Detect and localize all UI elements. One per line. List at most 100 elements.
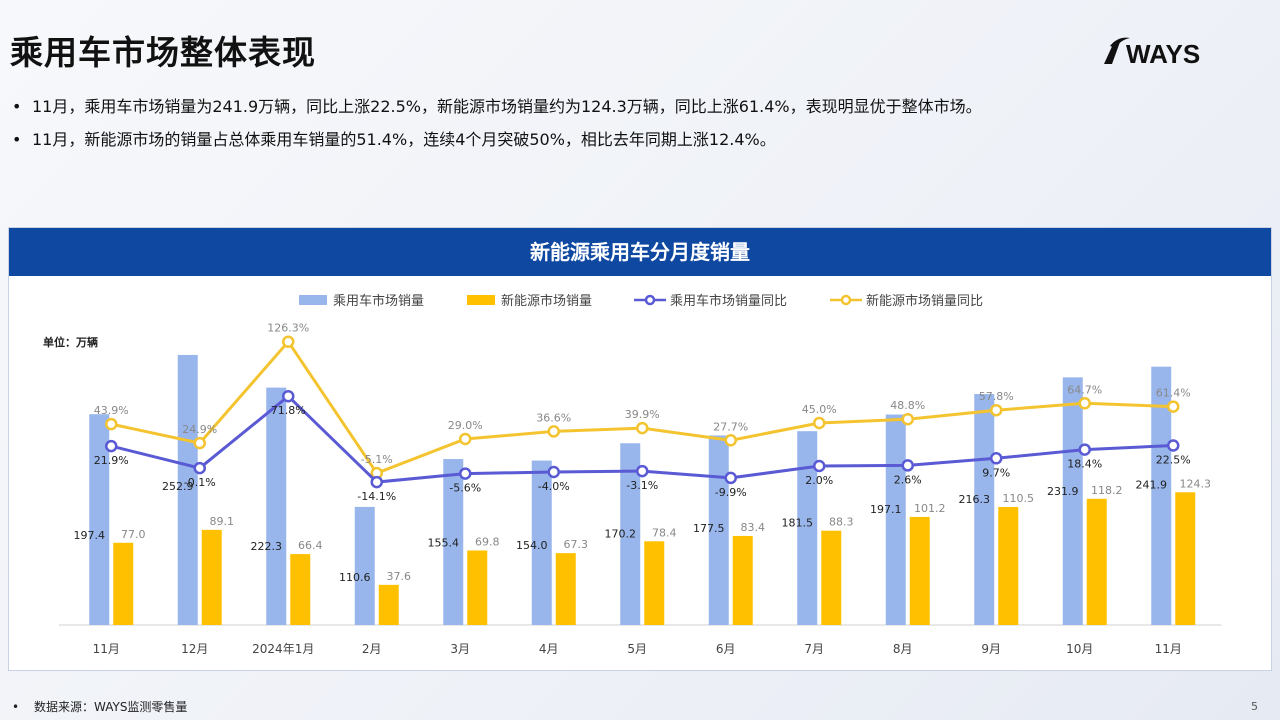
nev-yoy-label: 48.8%	[890, 399, 925, 412]
bar-nev	[290, 554, 311, 625]
total-yoy-label: 21.9%	[94, 454, 129, 467]
nev-yoy-label: -5.1%	[361, 453, 393, 466]
bar-total-label: 155.4	[428, 536, 460, 549]
bar-nev-label: 66.4	[298, 539, 323, 552]
total-yoy-label: 71.8%	[271, 404, 306, 417]
bullet-text: 11月，乘用车市场销量为241.9万辆，同比上涨22.5%，新能源市场销量约为1…	[32, 97, 982, 116]
bar-total	[708, 435, 729, 625]
nev-yoy-point	[459, 432, 472, 446]
legend-swatch-marker	[840, 294, 852, 306]
nev-yoy-point	[282, 335, 295, 348]
nev-yoy-label: 126.3%	[267, 322, 309, 335]
nev-yoy-point	[105, 417, 118, 431]
bar-nev-label: 118.2	[1091, 484, 1123, 497]
bar-total-label: 241.9	[1136, 478, 1168, 491]
legend-swatch	[467, 295, 495, 305]
nev-yoy-label: 29.0%	[448, 419, 483, 432]
logo-text: WAYS	[1126, 39, 1200, 69]
total-yoy-label: -3.1%	[626, 479, 658, 492]
total-yoy-label: 9.7%	[982, 466, 1010, 479]
bar-total	[443, 459, 464, 625]
legend-swatch-marker	[644, 294, 656, 306]
bar-nev	[644, 541, 665, 625]
nev-yoy-point	[1167, 400, 1180, 413]
x-tick-label: 11月	[1155, 642, 1182, 656]
x-tick-label: 9月	[981, 642, 1001, 656]
bar-nev	[732, 535, 753, 625]
bar-total	[974, 394, 995, 625]
bar-nev-label: 77.0	[121, 528, 146, 541]
bar-nev	[113, 542, 134, 625]
bar-nev	[998, 507, 1019, 625]
bar-nev-label: 89.1	[210, 515, 235, 528]
nev-yoy-label: 64.7%	[1067, 383, 1102, 396]
bar-nev	[467, 550, 488, 625]
bar-nev	[378, 584, 399, 625]
x-tick-label: 12月	[181, 642, 208, 656]
nev-yoy-point	[1078, 397, 1091, 410]
bar-nev-label: 88.3	[829, 516, 854, 529]
bar-total	[177, 354, 198, 625]
nev-yoy-point	[901, 412, 914, 426]
nev-yoy-point	[547, 425, 560, 438]
bar-total-label: 154.0	[516, 539, 548, 552]
bar-total	[1151, 366, 1172, 625]
chart-panel: 新能源乘用车分月度销量 单位：万辆 乘用车市场销量 新能源市场销量 乘用车市场销量同比…	[8, 227, 1272, 671]
total-yoy-point	[370, 475, 383, 489]
bar-nev-label: 83.4	[741, 521, 766, 534]
nev-yoy-point	[724, 434, 737, 447]
x-tick-label: 11月	[93, 642, 120, 656]
nev-yoy-label: 36.6%	[536, 411, 571, 424]
legend-label: 乘用车市场销量同比	[670, 293, 787, 309]
nev-yoy-point	[636, 421, 649, 435]
bullet-text: 11月，新能源市场的销量占总体乘用车销量的51.4%，连续4个月突破50%，相比…	[32, 130, 776, 149]
total-yoy-label: 2.0%	[805, 474, 833, 487]
x-tick-label: 2024年1月	[252, 642, 314, 656]
bar-total	[620, 443, 641, 625]
bar-nev-label: 101.2	[914, 502, 946, 515]
total-yoy-point	[990, 452, 1003, 465]
x-tick-label: 4月	[539, 642, 559, 656]
bar-total	[531, 460, 552, 625]
bar-nev	[1175, 492, 1196, 625]
total-yoy-point	[636, 464, 649, 478]
legend-swatch	[299, 295, 327, 305]
footer-text: 数据来源：WAYS监测零售量	[34, 700, 188, 714]
nev-yoy-point	[193, 436, 206, 450]
page-title: 乘用车市场整体表现	[10, 33, 316, 72]
page-number: 5	[1251, 700, 1258, 713]
bar-total	[266, 387, 287, 625]
bar-total-label: 222.3	[251, 540, 283, 553]
legend-label: 新能源市场销量同比	[866, 293, 983, 309]
bar-nev	[821, 530, 842, 625]
bar-total	[1062, 377, 1083, 625]
total-yoy-label: -9.9%	[715, 486, 747, 499]
bar-total-label: 181.5	[782, 517, 814, 530]
nev-yoy-label: 57.8%	[979, 390, 1014, 403]
total-yoy-label: 22.5%	[1156, 454, 1191, 467]
total-yoy-label: 18.4%	[1067, 458, 1102, 471]
total-yoy-point	[813, 459, 826, 473]
bar-nev	[201, 529, 222, 625]
bar-total-label: 177.5	[693, 522, 725, 535]
nev-yoy-label: 39.9%	[625, 408, 660, 421]
bar-nev-label: 124.3	[1180, 477, 1212, 490]
total-yoy-label: -5.6%	[449, 482, 481, 495]
nev-yoy-point	[813, 416, 826, 430]
bar-total	[797, 431, 818, 625]
legend-label: 乘用车市场销量	[333, 293, 424, 309]
bar-nev-label: 67.3	[564, 538, 589, 551]
x-tick-label: 6月	[716, 642, 736, 656]
bar-total	[354, 506, 375, 625]
legend-label: 新能源市场销量	[501, 293, 592, 309]
nev-yoy-label: 24.9%	[182, 423, 217, 436]
bar-nev-label: 37.6	[387, 570, 412, 583]
total-yoy-point	[105, 439, 118, 453]
chart-title: 新能源乘用车分月度销量	[9, 228, 1271, 276]
nev-yoy-label: 61.4%	[1156, 387, 1191, 400]
bar-total-label: 216.3	[959, 493, 991, 506]
bar-nev-label: 110.5	[1003, 492, 1035, 505]
total-yoy-point	[547, 465, 560, 479]
bar-total-label: 197.1	[870, 503, 902, 516]
total-yoy-point	[1167, 439, 1180, 452]
